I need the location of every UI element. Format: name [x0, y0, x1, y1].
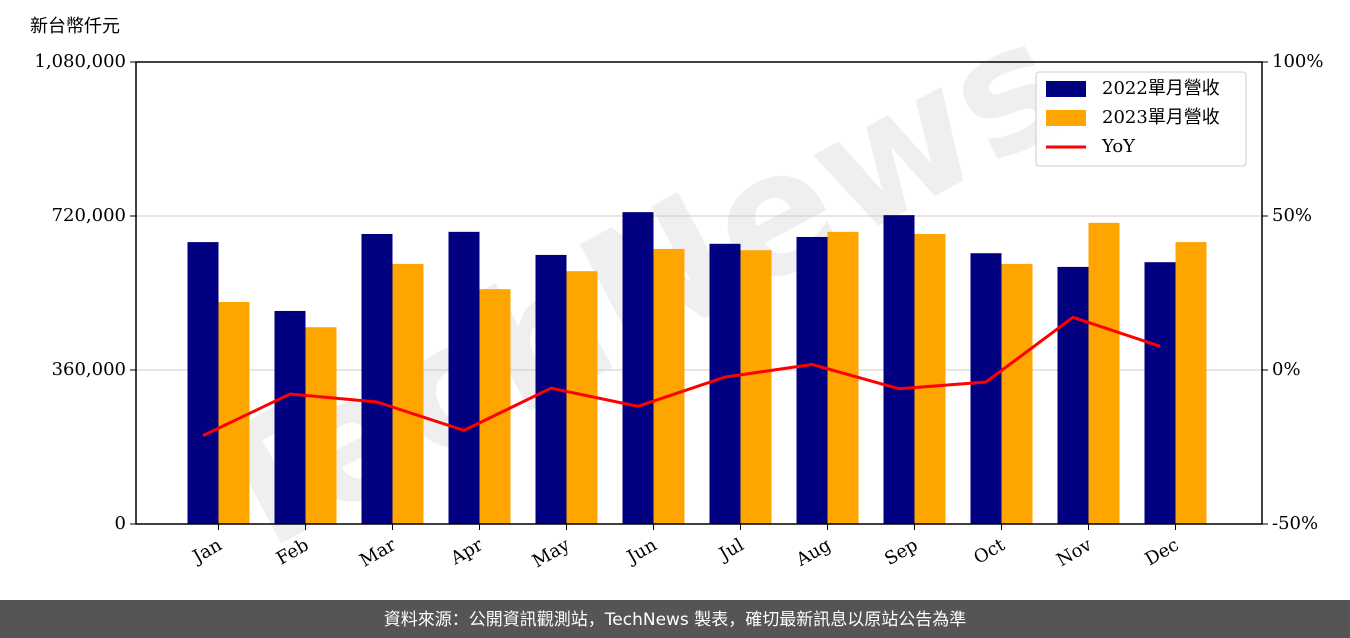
bar [709, 243, 741, 525]
x-tick-label: Oct [970, 534, 1009, 569]
legend-label: 2023單月營收 [1102, 107, 1220, 128]
bar [448, 231, 480, 525]
x-tick-label: Jan [188, 534, 226, 568]
y2-tick-label: 0% [1272, 359, 1301, 380]
bar [914, 233, 946, 524]
legend-swatch [1046, 81, 1086, 97]
x-tick-label: Apr [446, 534, 486, 569]
bar [970, 253, 1002, 524]
bar [187, 242, 219, 524]
x-tick-label: May [529, 534, 574, 572]
bar [1057, 266, 1089, 524]
unit-label: 新台幣仟元 [30, 16, 120, 37]
bar [883, 215, 915, 524]
y-tick-label: 360,000 [52, 359, 126, 380]
bar [1144, 262, 1176, 524]
bar [1175, 242, 1207, 524]
bar [305, 327, 337, 524]
legend-label: 2022單月營收 [1102, 78, 1220, 99]
bar [218, 301, 250, 524]
x-tick-label: Jun [622, 534, 661, 569]
legend-box [1035, 71, 1247, 167]
bar [1001, 263, 1033, 524]
x-tick-label: Nov [1053, 534, 1096, 571]
bar [392, 263, 424, 524]
bar [827, 231, 859, 525]
bar [653, 248, 685, 524]
bar [796, 236, 828, 524]
x-tick-label: Dec [1142, 534, 1183, 570]
y-tick-label: 720,000 [52, 205, 126, 226]
bar [740, 250, 772, 524]
legend-label: YoY [1101, 136, 1136, 157]
footer-bar [0, 600, 1350, 638]
bar [274, 310, 306, 524]
footer-text: 資料來源：公開資訊觀測站，TechNews 製表，確切最新訊息以原站公告為準 [384, 610, 966, 630]
bar [361, 233, 393, 524]
legend-swatch [1046, 110, 1086, 126]
bar [1088, 222, 1120, 524]
plot-frame [135, 61, 1263, 525]
y2-tick-label: 100% [1272, 51, 1323, 72]
x-tick-label: Aug [792, 534, 835, 571]
x-tick-label: Sep [881, 534, 921, 569]
x-tick-label: Jul [714, 534, 748, 566]
y-tick-label: 1,080,000 [34, 51, 126, 72]
y2-tick-label: 50% [1272, 205, 1312, 226]
y-tick-label: 0 [115, 513, 126, 534]
bar [622, 212, 654, 524]
bar [479, 289, 511, 524]
yoy-line [202, 315, 1161, 437]
y2-tick-label: -50% [1272, 513, 1318, 534]
